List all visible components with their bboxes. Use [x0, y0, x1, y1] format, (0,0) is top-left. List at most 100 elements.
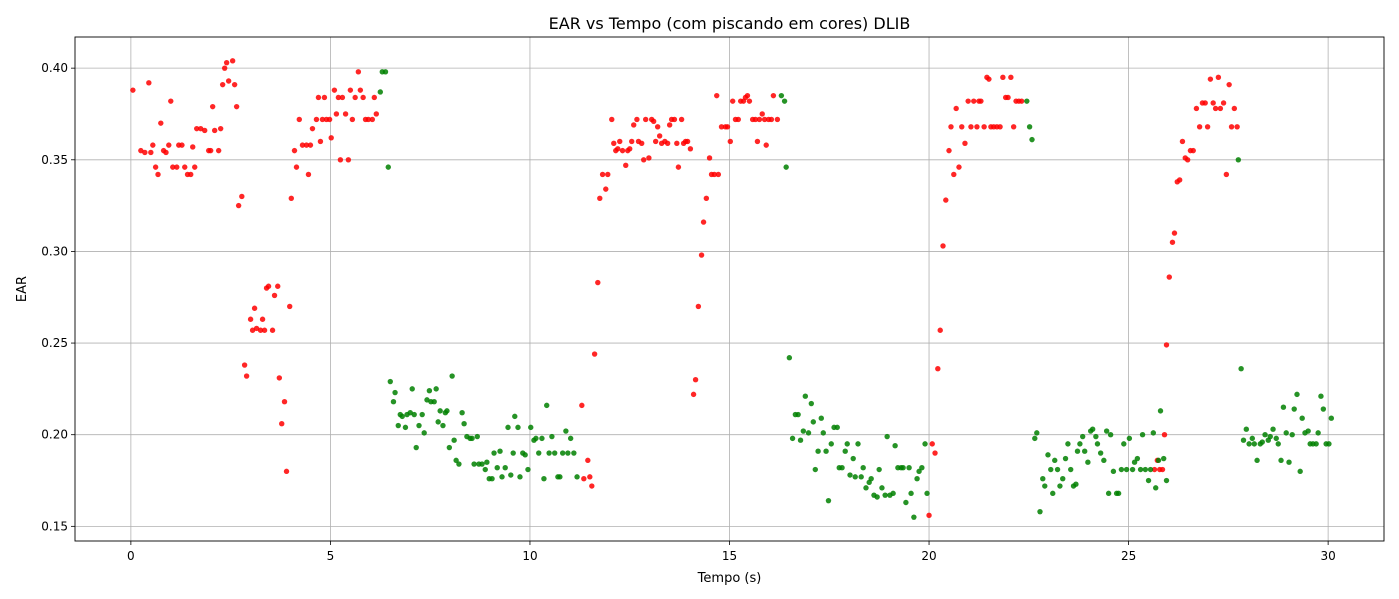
ear-point — [714, 92, 720, 99]
blink-point — [1077, 441, 1083, 447]
ear-point — [190, 144, 196, 150]
blink-point — [528, 424, 534, 431]
ear-point — [326, 116, 333, 123]
blink-point — [499, 474, 505, 480]
blink-point — [789, 435, 796, 442]
blink-point — [505, 424, 511, 431]
blink-point — [1105, 490, 1112, 497]
ear-point — [1212, 105, 1219, 112]
ear-point — [319, 116, 326, 123]
blink-point — [1029, 136, 1035, 143]
blink-point — [1129, 466, 1136, 473]
blink-point — [1150, 430, 1157, 436]
ear-point — [761, 116, 768, 123]
ear-point — [706, 155, 713, 161]
blink-point — [471, 461, 477, 467]
ear-point — [634, 116, 640, 123]
blink-point — [440, 422, 446, 429]
ear-point — [615, 146, 621, 152]
blink-point — [1079, 433, 1086, 440]
blink-point — [1278, 457, 1284, 464]
blink-point — [1062, 455, 1069, 462]
ear-point — [671, 116, 678, 123]
blink-point — [914, 475, 920, 482]
blink-point — [1042, 483, 1048, 489]
x-tick-label: 25 — [1121, 549, 1136, 563]
blink-point — [544, 402, 550, 409]
blink-point — [1137, 466, 1144, 473]
blink-point — [808, 400, 815, 407]
blink-point — [571, 450, 577, 456]
blink-point — [431, 399, 437, 405]
ear-point — [357, 87, 364, 93]
blink-point — [850, 455, 856, 462]
ear-point — [1163, 342, 1170, 348]
blink-point — [1320, 406, 1327, 412]
ear-point — [768, 116, 775, 123]
ear-point — [257, 327, 264, 333]
ear-point — [174, 164, 180, 170]
blink-point — [392, 389, 398, 396]
ear-point — [605, 171, 611, 178]
axis-ticks: 0 5 10 15 20 25 30 0.15 0.20 0.25 0.30 0.35 0.40 — [41, 61, 1335, 563]
ear-point — [700, 219, 707, 225]
data-points — [130, 58, 1335, 520]
ear-point — [627, 146, 633, 152]
blink-point — [810, 419, 817, 425]
ear-point — [727, 138, 733, 145]
ear-point — [207, 147, 214, 154]
blink-point — [903, 499, 909, 506]
blink-point — [549, 433, 555, 440]
ear-point — [219, 81, 226, 88]
blink-point — [823, 448, 829, 454]
blink-point — [479, 461, 485, 467]
blink-point — [919, 464, 925, 471]
ear-point — [674, 140, 680, 146]
blink-point — [413, 444, 419, 451]
blink-point — [812, 466, 818, 473]
ear-point — [261, 327, 268, 333]
ear-point — [926, 512, 932, 519]
blink-point — [421, 430, 427, 436]
blink-point — [435, 419, 441, 425]
ear-point — [735, 116, 741, 123]
blink-point — [1024, 98, 1030, 104]
blink-point — [1052, 457, 1058, 464]
ear-point — [946, 147, 952, 154]
blink-point — [1286, 459, 1292, 465]
blink-point — [474, 433, 480, 440]
ear-point — [1228, 124, 1235, 130]
y-tick-label: 0.35 — [41, 153, 68, 167]
blink-point — [399, 413, 405, 420]
ear-point — [1196, 124, 1203, 130]
blink-point — [783, 164, 789, 170]
ear-point — [962, 140, 968, 146]
ear-point — [241, 362, 248, 368]
ear-point — [1202, 100, 1208, 106]
blink-point — [1299, 415, 1305, 421]
blink-point — [916, 468, 922, 475]
blink-point — [786, 355, 793, 361]
blink-point — [1131, 459, 1138, 465]
ear-point — [152, 164, 159, 170]
blink-point — [402, 424, 409, 431]
blink-point — [911, 514, 917, 520]
blink-point — [1097, 450, 1104, 456]
ear-point — [646, 155, 652, 161]
blink-point — [1291, 406, 1297, 412]
ear-point — [711, 171, 718, 178]
ear-point — [1166, 274, 1172, 280]
ear-point — [225, 78, 232, 84]
blink-point — [1094, 441, 1101, 447]
ear-point — [579, 402, 585, 409]
blink-point — [1126, 435, 1133, 442]
ear-point — [951, 171, 957, 178]
blink-point — [839, 464, 845, 471]
blink-point — [1085, 459, 1091, 465]
ear-point — [654, 124, 661, 130]
blink-point — [1139, 432, 1146, 438]
blink-point — [453, 457, 459, 464]
blink-point — [539, 435, 545, 442]
ear-point — [599, 171, 606, 178]
